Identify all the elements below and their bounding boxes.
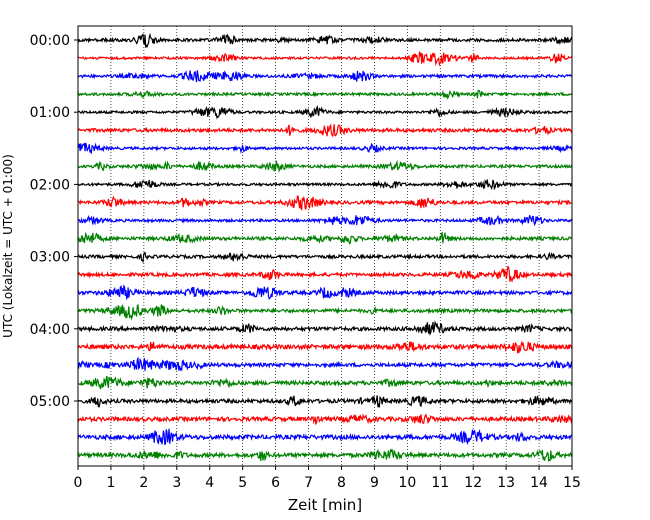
x-tick-label: 13 (497, 475, 515, 491)
trace-line (77, 214, 573, 227)
trace-line (77, 123, 573, 137)
x-tick-label: 15 (563, 475, 581, 491)
trace-line (77, 284, 573, 301)
trace-line (77, 356, 573, 372)
plot-area (78, 26, 572, 466)
trace-line (77, 395, 573, 408)
y-axis: 00:00 01:00 02:00 03:00 04:00 05:00 (30, 33, 78, 410)
trace-line (77, 320, 573, 337)
trace-line (77, 89, 573, 100)
plot-frame (77, 25, 573, 467)
x-tick-label: 11 (431, 475, 449, 491)
y-tick-label: 03:00 (30, 250, 70, 266)
trace-line (77, 32, 573, 48)
y-tick-label: 01:00 (30, 105, 70, 121)
trace-line (77, 104, 573, 120)
x-tick-label: 1 (106, 475, 115, 491)
trace-line (77, 69, 573, 83)
x-axis-label: Zeit [min] (288, 496, 362, 514)
trace-line (77, 376, 573, 390)
x-tick-label: 0 (74, 475, 83, 491)
trace-line (77, 231, 573, 245)
trace-line (77, 142, 573, 155)
trace-line (77, 159, 573, 174)
x-tick-label: 6 (271, 475, 280, 491)
x-tick-label: 2 (139, 475, 148, 491)
x-tick-label: 10 (398, 475, 416, 491)
trace-line (77, 428, 573, 446)
trace-line (77, 448, 573, 463)
trace-line (77, 179, 573, 191)
trace-line (77, 303, 573, 321)
trace-line (77, 266, 573, 283)
grid-lines (110, 26, 540, 466)
traces (77, 32, 573, 463)
y-axis-label: UTC (Lokalzeit = UTC + 01:00) (1, 154, 15, 338)
x-tick-label: 14 (530, 475, 548, 491)
x-tick-label: 4 (205, 475, 214, 491)
x-tick-label: 3 (172, 475, 181, 491)
y-tick-label: 02:00 (30, 177, 70, 193)
y-tick-label: 05:00 (30, 394, 70, 410)
trace-line (77, 251, 573, 264)
trace-line (77, 340, 573, 354)
x-axis: 0 1 2 3 4 5 6 7 8 9 10 11 12 13 14 15 (74, 466, 581, 491)
y-tick-label: 04:00 (30, 322, 70, 338)
x-tick-label: 7 (304, 475, 313, 491)
x-tick-label: 5 (238, 475, 247, 491)
x-tick-label: 8 (337, 475, 346, 491)
trace-line (77, 413, 573, 426)
x-tick-label: 9 (370, 475, 379, 491)
y-tick-label: 00:00 (30, 33, 70, 49)
trace-line (77, 194, 573, 211)
trace-line (77, 51, 573, 67)
x-tick-label: 12 (464, 475, 482, 491)
